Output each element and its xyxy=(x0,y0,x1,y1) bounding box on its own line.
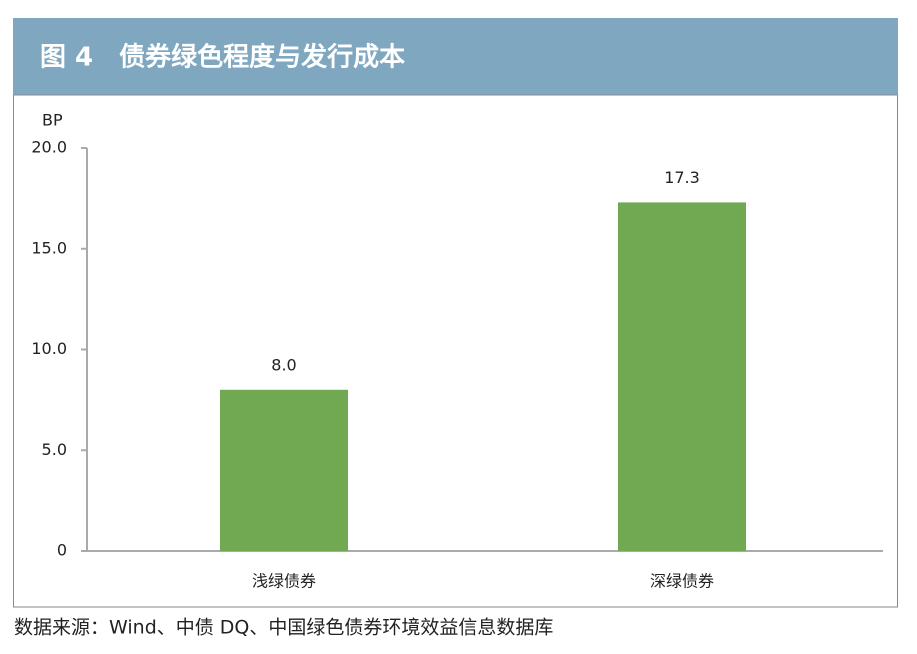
value-label: 17.3 xyxy=(664,168,700,187)
value-label: 8.0 xyxy=(271,355,296,374)
y-tick-label: 5.0 xyxy=(42,440,67,459)
source-note: 数据来源：Wind、中债 DQ、中国绿色债券环境效益信息数据库 xyxy=(14,617,553,639)
y-tick-label: 20.0 xyxy=(31,138,67,157)
x-tick-label: 深绿债券 xyxy=(650,572,714,591)
bar xyxy=(220,389,348,551)
y-tick-label: 0 xyxy=(57,541,67,560)
y-unit: BP xyxy=(42,111,63,130)
y-tick-label: 10.0 xyxy=(31,339,67,358)
y-tick-label: 15.0 xyxy=(31,238,67,257)
chart-title: 图 4 债券绿色程度与发行成本 xyxy=(40,42,405,73)
bar xyxy=(618,202,746,551)
header-band xyxy=(13,18,898,95)
x-tick-label: 浅绿债券 xyxy=(252,572,316,591)
chart-frame xyxy=(13,94,898,608)
